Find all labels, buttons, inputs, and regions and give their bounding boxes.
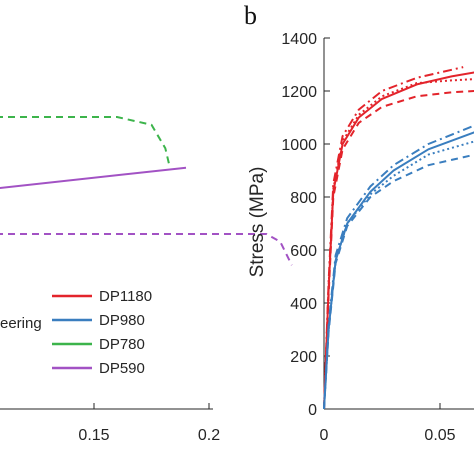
panel-b-y-tick-label-200: 200 xyxy=(290,349,317,366)
panel-a: 0.15 0.2 eering DP1180 DP980 DP780 DP590 xyxy=(0,116,293,444)
panel-b-y-tick-label-400: 400 xyxy=(290,296,317,313)
panel-a-series-dp780-0 xyxy=(0,116,171,168)
legend-label-dp590: DP590 xyxy=(99,360,145,377)
panel-b-y-tick-label-1200: 1200 xyxy=(281,84,317,101)
panel-b-x-tick-label-0: 0 xyxy=(320,427,329,444)
panel-b-series-dp980-7 xyxy=(323,140,474,410)
panel-a-x-tick-label-0.2: 0.2 xyxy=(198,427,220,444)
legend-fragment-label: eering xyxy=(0,315,42,332)
panel-b-y-tick-label-600: 600 xyxy=(290,243,317,260)
panel-b-series-dp1180-3 xyxy=(323,78,474,410)
legend-label-dp780: DP780 xyxy=(99,336,145,353)
panel-b-series-group xyxy=(323,66,474,410)
panel-b-letter: b xyxy=(244,1,257,30)
panel-b-y-tick-label-1400: 1400 xyxy=(281,31,317,48)
panel-b-y-tick-label-1000: 1000 xyxy=(281,137,317,154)
panel-a-series-group xyxy=(0,116,293,266)
legend: eering DP1180 DP980 DP780 DP590 xyxy=(0,288,152,377)
panel-b-y-axis-label: Stress (MPa) xyxy=(247,167,268,278)
panel-b-series-dp1180-1 xyxy=(323,66,464,410)
legend-label-dp980: DP980 xyxy=(99,312,145,329)
panel-b: b Stress (MPa) 0 0.05 0 200 400 600 800 1000 1… xyxy=(244,1,474,444)
panel-b-y-tick-label-0: 0 xyxy=(308,402,317,419)
panel-b-series-dp980-6 xyxy=(323,153,474,410)
panel-b-y-ticks: 0 200 400 600 800 1000 1200 1400 xyxy=(281,31,330,419)
legend-label-dp1180: DP1180 xyxy=(99,288,152,305)
panel-b-series-dp1180-0 xyxy=(323,71,474,410)
panel-a-x-tick-label-0.15: 0.15 xyxy=(78,427,109,444)
panel-a-series-dp590-2 xyxy=(0,233,293,266)
panel-a-series-dp590-1 xyxy=(0,166,187,189)
panel-b-x-tick-label-0.05: 0.05 xyxy=(424,427,455,444)
panel-b-y-tick-label-800: 800 xyxy=(290,190,317,207)
